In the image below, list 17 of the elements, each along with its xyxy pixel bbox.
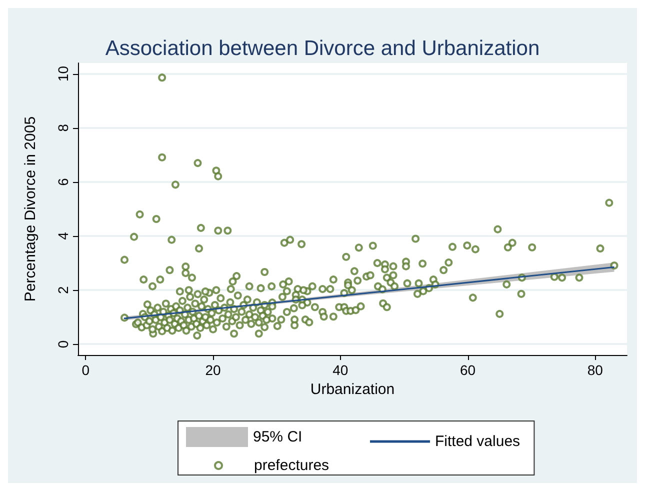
x-tick-label: 0 [82,362,90,378]
y-tick-label: 0 [55,340,71,348]
legend-label: Fitted values [435,433,520,450]
text: 95% CI [253,428,302,446]
x-tick-label: 80 [587,362,604,378]
y-tick-label: 2 [55,286,71,294]
legend-label: prefectures [254,457,330,474]
y-tick-label: 8 [55,124,71,132]
y-axis-title: Percentage Divorce in 2005 [22,116,39,302]
x-tick-label: 60 [460,362,476,378]
y-tick-label: 4 [55,232,71,240]
y-tick-label: 10 [55,66,71,82]
chart-title: Association between Divorce and Urbanization [105,37,540,60]
x-tick-label: 40 [332,362,348,378]
y-tick-label: 6 [55,178,71,186]
x-tick-label: 20 [205,362,222,378]
x-axis-title: Urbanization [310,380,395,398]
